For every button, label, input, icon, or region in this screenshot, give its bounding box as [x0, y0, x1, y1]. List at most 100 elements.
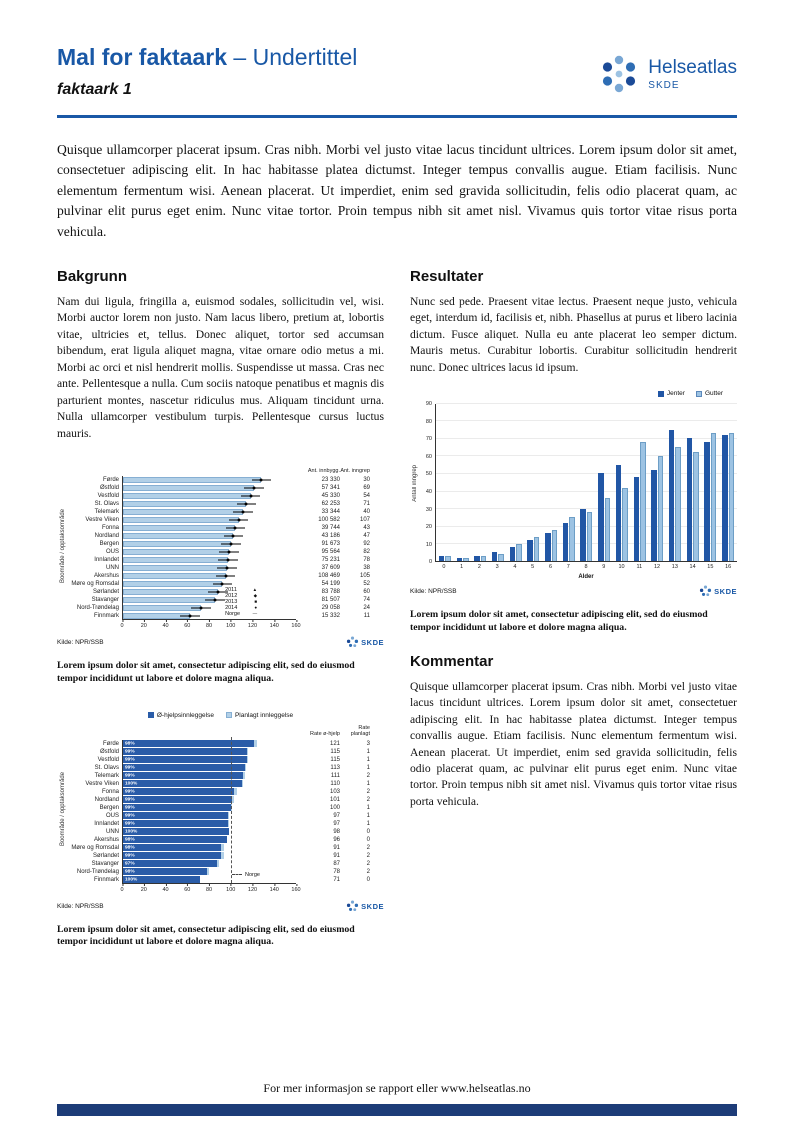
x-tick-label: 5 — [531, 564, 535, 571]
gutter-bar — [586, 512, 593, 562]
percent-label: 98% — [125, 845, 135, 850]
row-label: Vestfold — [97, 756, 119, 763]
age-group — [560, 517, 578, 562]
chart1-footer: Kilde: NPR/SSB SKDE — [57, 636, 384, 649]
logo-name: Helseatlas — [648, 57, 737, 78]
row-values: 115 1 — [303, 748, 370, 756]
x-tick-label: 0 — [120, 883, 124, 893]
x-tick-label: 13 — [671, 564, 678, 571]
x-tick-label: 9 — [602, 564, 606, 571]
col-header-rate-planlagt: Rate planlagt — [350, 725, 370, 738]
row-label: Nordland — [94, 533, 119, 540]
y-tick-label: 70 — [425, 436, 432, 443]
two-column-layout: Bakgrunn Nam dui ligula, fringilla a, eu… — [57, 268, 737, 949]
legend-swatch — [657, 390, 664, 397]
page-title: Mal for faktaark – Undertittel — [57, 44, 357, 71]
row-values: 111 2 — [303, 772, 370, 780]
rate-bar — [123, 477, 262, 484]
col-header-rate-ohjelp: Rate ø-hjelp — [310, 731, 340, 738]
value-inngrep: 69 — [363, 485, 370, 492]
value-innbygg: 29 058 — [321, 605, 340, 612]
row-label: Telemark — [94, 772, 119, 779]
gridline — [436, 437, 737, 439]
row-label: Bergen — [99, 541, 119, 548]
bar-row — [123, 484, 296, 492]
chart2-footer: Kilde: NPR/SSB SKDE — [410, 585, 737, 598]
row-values: 100 582 107 — [303, 516, 370, 524]
bar-groups — [436, 429, 737, 562]
value-inngrep: 74 — [363, 597, 370, 604]
bar-row — [123, 572, 296, 580]
row-values: 43 186 47 — [303, 532, 370, 540]
value-inngrep: 43 — [363, 525, 370, 532]
row-values: 115 1 — [303, 756, 370, 764]
bar-row: 98% — [123, 844, 296, 852]
row-label: Førde — [102, 740, 119, 747]
x-tick-label: 40 — [162, 620, 169, 630]
resultater-paragraph: Nunc sed pede. Praesent vitae lectus. Pr… — [410, 294, 737, 374]
chart2-y-axis-label: Antall inngrep — [410, 404, 420, 562]
planlagt-bar — [234, 788, 237, 795]
percent-label: 100% — [125, 829, 138, 834]
row-label: UNN — [106, 828, 119, 835]
rate-marker — [233, 526, 237, 530]
page-subtitle: faktaark 1 — [57, 81, 132, 98]
legend-label: Gutter — [704, 390, 723, 398]
bar-row: 98% — [123, 740, 296, 748]
rate-marker — [213, 598, 217, 602]
rate-bar — [123, 581, 223, 588]
ohjelp-bar: 99% — [123, 820, 228, 827]
row-values: 91 2 — [303, 852, 370, 860]
planlagt-bar — [217, 860, 220, 867]
chart3-plot-column: Norge 98% 99% 99% 99% 99% 100% 99% 99% 99% 99% 99%… — [120, 724, 301, 895]
row-values: 15 332 11 — [303, 612, 370, 620]
percent-label: 97% — [125, 861, 135, 866]
col-header-inngrep: Ant. inngrep — [340, 467, 370, 474]
planlagt-bar — [245, 764, 247, 771]
value-rate-ohjelp: 78 — [333, 868, 340, 875]
value-rate-planlagt: 1 — [366, 764, 370, 771]
planlagt-bar — [232, 796, 235, 803]
value-innbygg: 62 253 — [321, 501, 340, 508]
row-values: 62 253 71 — [303, 500, 370, 508]
row-label: UNN — [106, 565, 119, 572]
ohjelp-bar: 98% — [123, 836, 227, 843]
x-tick-label: 11 — [636, 564, 643, 571]
source-note: Kilde: NPR/SSB — [57, 902, 104, 910]
age-group — [578, 508, 596, 562]
planlagt-bar — [241, 780, 244, 787]
ohjelp-bar: 99% — [123, 852, 222, 859]
age-group — [631, 441, 649, 562]
bar-row — [123, 564, 296, 572]
bar-row — [123, 476, 296, 484]
x-tick-label: 80 — [205, 620, 213, 630]
value-rate-ohjelp: 97 — [333, 812, 340, 819]
gridline — [436, 525, 737, 527]
x-tick-label: 80 — [205, 883, 213, 893]
chart3-row-labels: Førde Østfold Vestfold St. Olavs Telemark Ves… — [68, 724, 122, 884]
skde-label: SKDE — [714, 587, 737, 597]
legend-marker-icon: ▲ — [252, 587, 258, 593]
rate-marker — [216, 590, 220, 594]
value-rate-planlagt: 2 — [366, 868, 370, 875]
y-tick-label: 60 — [425, 453, 432, 460]
row-values: 108 469 105 — [303, 572, 370, 580]
percent-label: 98% — [125, 869, 135, 874]
gutter-bar — [463, 557, 469, 562]
percent-label: 100% — [125, 877, 138, 882]
rate-marker — [199, 606, 203, 610]
value-inngrep: 11 — [363, 613, 370, 620]
percent-label: 99% — [125, 813, 135, 818]
row-values: 87 2 — [303, 860, 370, 868]
bar-row: 99% — [123, 812, 296, 820]
value-rate-ohjelp: 110 — [330, 780, 340, 787]
title-undertitle: – Undertittel — [227, 44, 358, 70]
value-innbygg: 83 788 — [321, 589, 340, 596]
chart1-x-axis: 0 20 40 60 80 100 120 140 160 — [120, 620, 301, 631]
chart1-caption: Lorem ipsum dolor sit amet, consectetur … — [57, 660, 355, 684]
value-rate-ohjelp: 98 — [333, 828, 340, 835]
chart1-row-labels: Førde Østfold Vestfold St. Olavs Telemark Ves… — [68, 460, 122, 620]
x-tick-label: 8 — [584, 564, 588, 571]
chart1-y-axis-label: Boområde / opptaksområde — [57, 460, 68, 631]
chart3-y-axis-label: Boområde / opptaksområde — [57, 724, 68, 895]
